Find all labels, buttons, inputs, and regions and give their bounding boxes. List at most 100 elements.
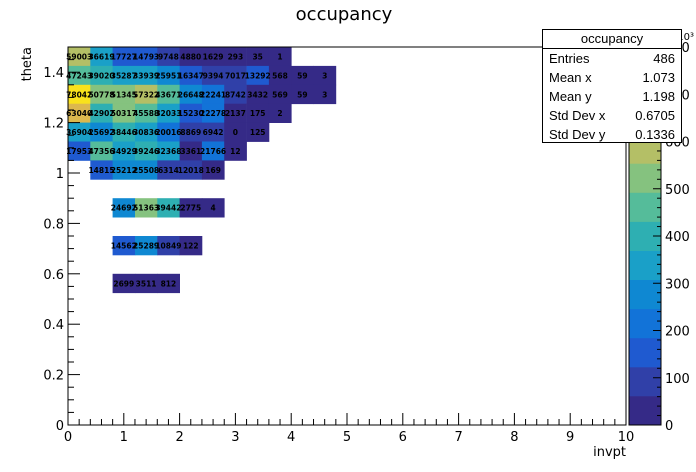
heatmap-cell	[179, 122, 203, 142]
heatmap-cell	[135, 236, 158, 256]
cell-value-label: 125	[250, 128, 266, 137]
cell-value-label: 25692	[88, 128, 114, 137]
heatmap-cell	[179, 160, 203, 180]
x-tick-label: 3	[231, 430, 239, 445]
heatmap-cell	[90, 65, 113, 86]
y-axis-label: theta	[20, 47, 35, 81]
cell-value-label: 59	[297, 90, 307, 99]
heatmap-cell	[201, 141, 225, 161]
heatmap-cell	[90, 141, 113, 161]
cell-value-label: 21766	[200, 147, 226, 156]
heatmap-cell	[157, 160, 180, 180]
color-scale-band	[629, 366, 661, 397]
heatmap-cell	[90, 84, 113, 105]
cell-value-label: 9748	[158, 52, 179, 61]
heatmap-cell	[268, 84, 292, 105]
heatmap-cell	[157, 103, 180, 123]
cell-value-label: 47356	[88, 147, 114, 156]
chart-title: occupancy	[296, 4, 393, 25]
cell-value-label: 36619	[88, 52, 114, 61]
stats-row: Entries 486	[543, 49, 681, 68]
cell-value-label: 169	[205, 166, 221, 175]
cell-value-label: 9394	[203, 71, 224, 80]
cell-value-label: 14815	[88, 166, 114, 175]
heatmap-cell	[135, 160, 158, 180]
heatmap-cell	[179, 236, 203, 256]
cell-value-label: 3432	[247, 90, 268, 99]
heatmap-cell	[112, 236, 136, 256]
cell-value-label: 39020	[88, 71, 114, 80]
heatmap-cell	[112, 65, 136, 86]
stats-row: Std Dev y 0.1336	[543, 125, 681, 144]
cell-value-label: 63040	[66, 109, 92, 118]
y-tick-label: 0	[56, 419, 64, 434]
heatmap-cell	[157, 273, 180, 294]
x-tick-label: 10	[618, 430, 635, 445]
y-tick-label: 1.2	[43, 117, 64, 132]
cell-value-label: 43671	[155, 90, 181, 99]
heatmap-cell	[112, 141, 136, 161]
x-tick-label: 7	[454, 430, 462, 445]
heatmap-cell	[179, 198, 203, 218]
x-tick-label: 9	[566, 430, 574, 445]
x-tick-label: 2	[175, 430, 183, 445]
x-tick-label: 6	[399, 430, 407, 445]
heatmap-cell	[201, 122, 225, 142]
color-scale-tick-label: 200	[665, 325, 690, 340]
stats-row: Mean x 1.073	[543, 68, 681, 87]
cell-value-label: 3511	[136, 279, 157, 288]
color-scale-tick-label: 300	[665, 277, 690, 292]
cell-value-label: 50778	[88, 90, 114, 99]
cell-value-label: 812	[161, 279, 177, 288]
heatmap-cell	[135, 47, 158, 67]
x-axis-label: invpt	[593, 445, 626, 460]
cell-value-label: 33939	[133, 71, 159, 80]
heatmap-cell	[201, 103, 225, 123]
heatmap-cell	[68, 47, 91, 67]
heatmap-cell	[291, 84, 314, 105]
color-scale-band	[629, 337, 661, 368]
stats-label: Std Dev x	[549, 108, 606, 123]
cell-value-label: 25508	[133, 166, 159, 175]
heatmap-cells	[68, 47, 337, 294]
cell-value-label: 35287	[111, 71, 137, 80]
color-scale-tick-label: 100	[665, 372, 690, 387]
cell-value-label: 32033	[155, 109, 181, 118]
heatmap-cell	[157, 47, 180, 67]
heatmap-cell	[179, 65, 203, 86]
x-tick-label: 0	[64, 430, 72, 445]
cell-value-label: 6942	[203, 128, 224, 137]
color-scale-band	[629, 163, 661, 193]
cell-value-label: 293	[228, 52, 244, 61]
color-scale-band	[629, 279, 661, 310]
heatmap-cell	[112, 103, 136, 123]
cell-value-label: 25212	[111, 166, 137, 175]
heatmap-cell	[268, 47, 292, 67]
color-scale-tick-label: 0	[665, 419, 673, 434]
heatmap-cell	[68, 122, 91, 142]
cell-value-label: 25951	[155, 71, 181, 80]
heatmap-cell	[201, 84, 225, 105]
cell-value-label: 2	[277, 109, 282, 118]
x-tick-label: 5	[343, 430, 351, 445]
cell-value-label: 4	[210, 204, 215, 213]
heatmap-cell	[112, 160, 136, 180]
cell-value-label: 8742	[225, 90, 246, 99]
cell-value-label: 59003	[66, 52, 92, 61]
heatmap-cell	[68, 103, 91, 123]
y-tick-label: 0.6	[43, 268, 64, 283]
cell-value-label: 4880	[180, 52, 201, 61]
cell-value-label: 34929	[111, 147, 137, 156]
cell-value-label: 8869	[180, 128, 201, 137]
cell-value-label: 568	[272, 71, 288, 80]
stats-label: Std Dev y	[549, 127, 606, 142]
heatmap-cell	[157, 198, 180, 218]
heatmap-cell	[90, 160, 113, 180]
cell-value-label: 50317	[111, 109, 137, 118]
heatmap-cell	[224, 141, 247, 161]
heatmap-cell	[135, 141, 158, 161]
x-tick-label: 1	[120, 430, 128, 445]
cell-value-label: 12018	[178, 166, 204, 175]
heatmap-cell	[90, 47, 113, 67]
